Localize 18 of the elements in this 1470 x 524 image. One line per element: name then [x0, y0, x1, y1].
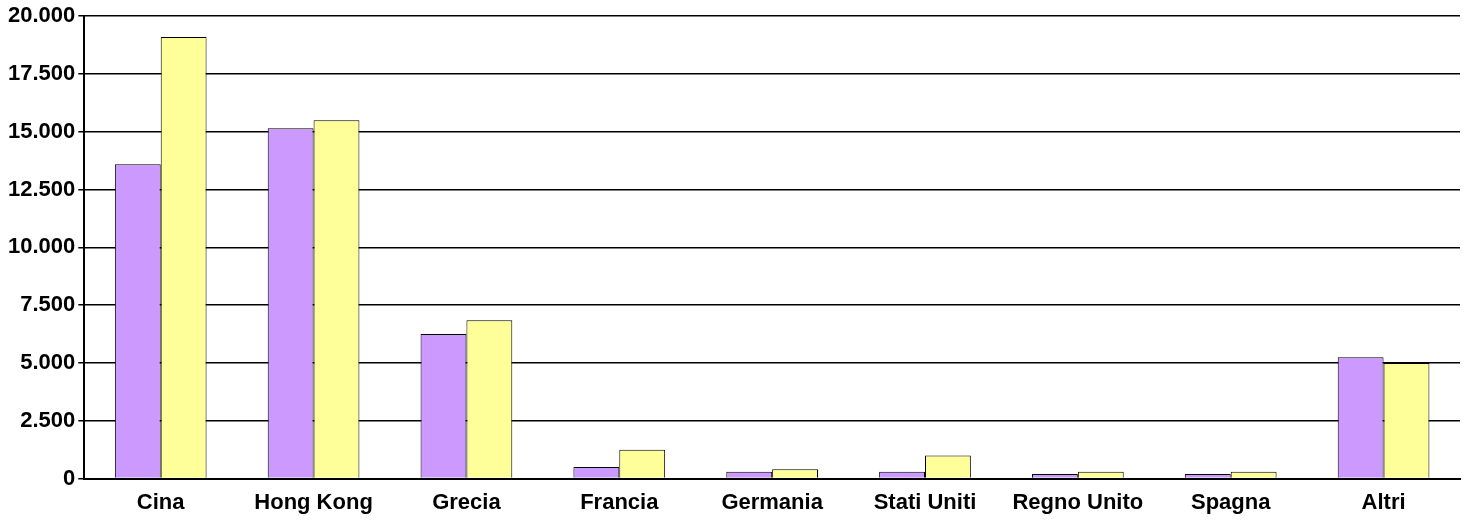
x-tick-label: Grecia — [432, 488, 502, 514]
x-tick-label: Regno Unito — [1012, 488, 1144, 514]
y-tick-label: 20.000 — [7, 2, 76, 28]
x-tick-label: Spagna — [1190, 488, 1272, 514]
y-tick-label: 2.500 — [20, 406, 76, 432]
x-tick-label: Stati Uniti — [873, 488, 977, 514]
x-tick-label: Hong Kong — [254, 488, 373, 514]
y-tick-label: 12.500 — [7, 175, 76, 201]
x-tick-label: Cina — [136, 488, 186, 514]
y-tick-label: 10.000 — [7, 233, 76, 259]
y-tick-label: 7.500 — [20, 291, 76, 317]
x-tick-label: Francia — [580, 488, 660, 514]
y-tick-label: 17.500 — [7, 60, 76, 86]
x-tick-label: Altri — [1361, 488, 1406, 514]
y-tick-label: 0 — [63, 464, 76, 490]
y-tick-label: 15.000 — [7, 117, 76, 143]
x-tick-label: Germania — [721, 488, 824, 514]
y-tick-label: 5.000 — [20, 349, 76, 375]
